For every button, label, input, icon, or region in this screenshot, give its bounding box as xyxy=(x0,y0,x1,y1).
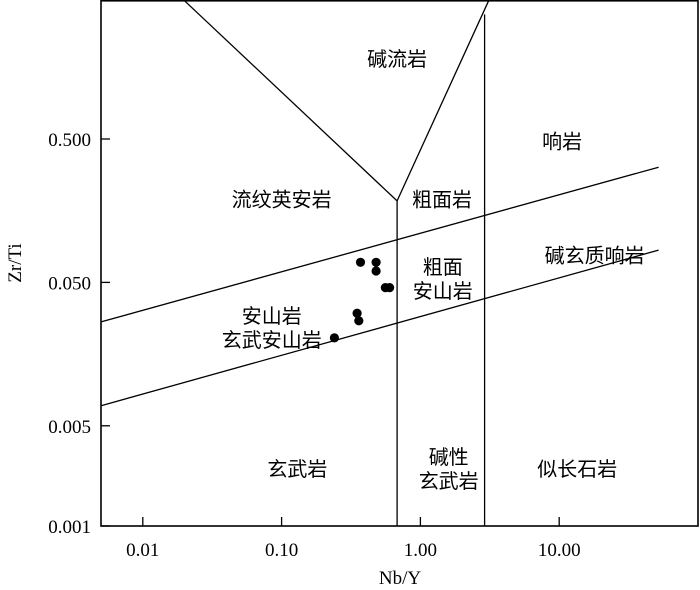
boundary-lower-diagonal xyxy=(100,249,659,407)
field-label: 流纹英安岩 xyxy=(232,187,332,211)
field-label: 碱玄质响岩 xyxy=(545,244,645,268)
field-label: 玄武安山岩 xyxy=(222,328,322,352)
boundary-alkali-rhyolite-left xyxy=(184,0,398,202)
x-axis-label: Nb/Y xyxy=(379,568,422,589)
field-labels: 碱流岩响岩流纹英安岩 粗面岩碱玄质响岩粗面安山岩安山岩玄武安山岩玄武岩 碱性玄武岩似… xyxy=(222,47,645,493)
sample-point xyxy=(329,333,339,343)
field-label: 似长石岩 xyxy=(537,457,617,481)
x-axis-ticks: 0.01 0.10 1.00 10.00 xyxy=(126,517,581,561)
sample-point xyxy=(355,257,366,267)
field-label: 响岩 xyxy=(542,130,582,154)
x-tick-label: 0.10 xyxy=(265,540,298,561)
y-tick-label: 0.500 xyxy=(48,130,91,151)
y-tick-label: 0.005 xyxy=(48,417,91,438)
y-tick-label: 0.001 xyxy=(48,517,91,538)
field-boundaries xyxy=(100,0,659,526)
field-label: 碱性 xyxy=(429,445,469,469)
sample-point xyxy=(371,257,381,267)
field-label: 安山岩 xyxy=(242,304,302,328)
field-label: 玄武岩 xyxy=(419,469,479,493)
x-tick-label: 1.00 xyxy=(404,540,437,561)
boundary-alkali-rhyolite-right xyxy=(396,0,490,202)
x-tick-label: 10.00 xyxy=(538,540,581,561)
sample-points xyxy=(329,257,395,343)
y-axis-label: Zr/Ti xyxy=(5,243,26,282)
field-label: 碱流岩 xyxy=(367,47,427,71)
sample-point xyxy=(371,266,381,276)
y-tick-label: 0.050 xyxy=(48,273,91,294)
field-label: 粗面 xyxy=(423,255,463,279)
sample-point xyxy=(385,283,395,293)
field-label: 粗面岩 xyxy=(412,187,472,211)
boundary-upper-diagonal xyxy=(100,166,659,323)
sample-point xyxy=(352,308,362,318)
x-tick-label: 0.01 xyxy=(126,540,159,561)
sample-point xyxy=(354,316,364,326)
field-label: 安山岩 xyxy=(413,279,473,303)
y-axis-ticks: 0.001 0.005 0.050 0.500 xyxy=(48,130,110,538)
field-label: 玄武岩 xyxy=(267,457,327,481)
plot-frame xyxy=(100,0,699,527)
